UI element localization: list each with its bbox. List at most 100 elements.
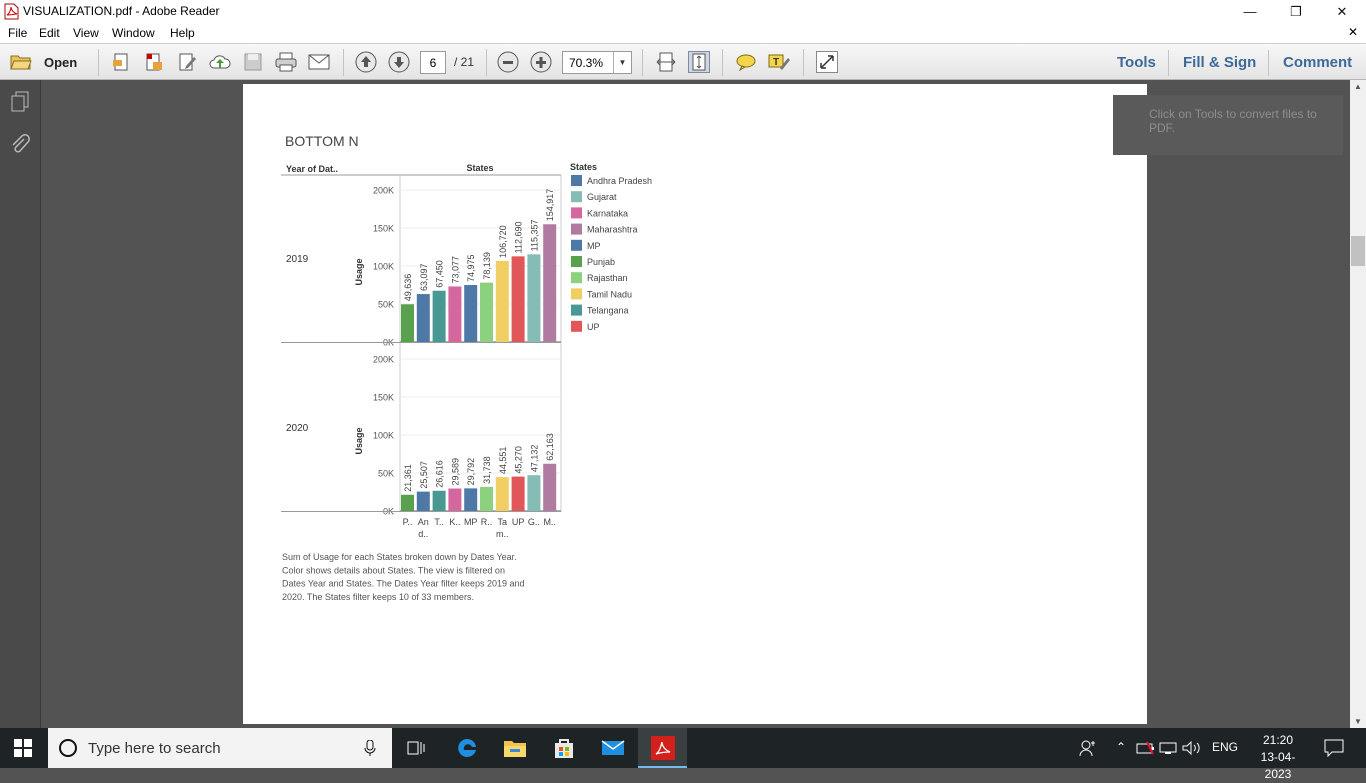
page-number-input[interactable]: 6	[420, 51, 446, 74]
scroll-down-icon[interactable]: ▼	[1354, 717, 1362, 726]
edge-browser-icon[interactable]	[455, 736, 479, 760]
upload-cloud-icon[interactable]	[209, 51, 231, 73]
close-button[interactable]: ✕	[1319, 0, 1365, 23]
windows-start-icon[interactable]	[14, 739, 32, 757]
zoom-in-icon[interactable]	[530, 51, 552, 73]
fill-sign-link[interactable]: Fill & Sign	[1183, 54, 1257, 71]
language-indicator[interactable]: ENG	[1212, 740, 1239, 754]
bar-2020-0	[401, 494, 414, 511]
legend-item: Punjab	[587, 257, 615, 267]
save-icon[interactable]	[242, 51, 264, 73]
bar-value-label: 106,720	[498, 225, 508, 258]
legend-swatch	[571, 191, 582, 203]
zoom-out-icon[interactable]	[497, 51, 519, 73]
email-icon[interactable]	[308, 51, 330, 73]
legend-item: Maharashtra	[587, 225, 638, 235]
restore-button[interactable]: ❐	[1273, 0, 1319, 23]
menu-help[interactable]: Help	[170, 26, 195, 40]
menu-window[interactable]: Window	[112, 26, 155, 40]
previous-page-icon[interactable]	[355, 51, 377, 73]
vertical-scrollbar[interactable]: ▲ ▼	[1350, 80, 1366, 728]
bar-value-label: 29,792	[466, 458, 476, 486]
toolbar-separator	[722, 49, 723, 76]
volume-speaker-icon[interactable]	[1182, 738, 1202, 758]
close-document-icon[interactable]: ✕	[1347, 25, 1358, 39]
y-tick-label: 200K	[373, 355, 394, 365]
menu-file[interactable]: File	[8, 26, 28, 40]
menu-view[interactable]: View	[73, 26, 99, 40]
fit-page-icon[interactable]	[688, 51, 710, 73]
toolbar-separator	[803, 49, 804, 76]
bottom-n-chart: BOTTOM N Year of Dat.. States 2019 Usage 200K…	[281, 133, 652, 602]
legend-swatch	[571, 304, 582, 316]
system-clock[interactable]: 21:20 13-04-2023	[1248, 732, 1308, 783]
attachments-paperclip-icon[interactable]	[9, 133, 31, 155]
notifications-icon[interactable]	[1322, 736, 1346, 760]
tools-link[interactable]: Tools	[1117, 54, 1156, 71]
minimize-button[interactable]: —	[1227, 0, 1273, 23]
people-icon[interactable]	[1076, 736, 1100, 760]
bar-2020-2	[432, 490, 446, 511]
bar-value-label: 25,507	[419, 461, 429, 489]
legend-swatch	[571, 272, 582, 284]
network-icon[interactable]	[1158, 738, 1178, 758]
window-title: VISUALIZATION.pdf - Adobe Reader	[23, 4, 220, 18]
pdf-document-icon[interactable]	[143, 51, 165, 73]
create-pdf-icon[interactable]	[110, 51, 132, 73]
bar-2019-8	[527, 254, 541, 342]
y-tick-label: 150K	[373, 224, 394, 234]
battery-charging-icon[interactable]	[1136, 738, 1156, 758]
page-thumbnails-icon[interactable]	[9, 90, 31, 112]
scrollbar-thumb[interactable]	[1351, 236, 1365, 266]
bar-value-label: 154,917	[545, 189, 555, 222]
document-view[interactable]: BOTTOM N Year of Dat.. States 2019 Usage 200K…	[42, 80, 1350, 728]
toolbar-separator	[486, 49, 487, 76]
show-hidden-icons-chevron-icon[interactable]: ⌃	[1116, 740, 1127, 754]
legend-swatch	[571, 175, 582, 186]
bar-value-label: 74,975	[466, 254, 476, 282]
menu-edit[interactable]: Edit	[39, 26, 60, 40]
y-tick-label: 50K	[378, 300, 394, 310]
x-axis-label: K..	[449, 517, 460, 527]
y-tick-label: 50K	[378, 469, 394, 479]
print-icon[interactable]	[275, 51, 297, 73]
x-axis-label: Ta	[498, 517, 508, 527]
x-axis-label: T..	[434, 517, 444, 527]
bar-2019-0	[401, 304, 414, 342]
y-tick-label: 150K	[373, 393, 394, 403]
fit-width-icon[interactable]	[655, 51, 677, 73]
chart-title: BOTTOM N	[285, 133, 359, 149]
file-explorer-icon[interactable]	[503, 736, 527, 760]
legend-swatch	[571, 256, 582, 267]
search-icon	[59, 739, 77, 757]
scroll-up-icon[interactable]: ▲	[1354, 82, 1362, 91]
y-axis-title: Usage	[354, 258, 364, 285]
comment-bubble-icon[interactable]	[735, 51, 757, 73]
next-page-icon[interactable]	[388, 51, 410, 73]
bar-2019-2	[432, 290, 446, 342]
taskbar: Type here to search ⌃ ENG 21:20 13-04-20…	[0, 728, 1366, 781]
x-axis-label: m..	[496, 529, 509, 539]
edit-document-icon[interactable]	[176, 51, 198, 73]
mail-icon[interactable]	[601, 736, 625, 760]
taskbar-search-box[interactable]: Type here to search	[48, 728, 392, 768]
legend-swatch	[571, 320, 582, 332]
open-button[interactable]: Open	[44, 55, 78, 70]
bar-2019-7	[511, 256, 525, 342]
bar-2020-8	[527, 475, 541, 511]
store-bag-icon[interactable]	[552, 736, 576, 760]
y-tick-label: 100K	[373, 262, 394, 272]
task-view-icon[interactable]	[404, 736, 428, 760]
chart-caption: Sum of Usage for each States broken down…	[282, 552, 517, 562]
chevron-down-icon[interactable]: ▼	[613, 52, 631, 73]
highlight-text-icon[interactable]: T	[768, 51, 790, 73]
full-screen-icon[interactable]	[816, 51, 838, 73]
microphone-icon[interactable]	[364, 740, 376, 757]
open-folder-icon[interactable]	[10, 51, 32, 73]
toolbar-separator	[343, 49, 344, 76]
active-app-highlight[interactable]	[638, 728, 687, 768]
clock-time: 21:20	[1262, 733, 1294, 747]
zoom-select[interactable]: 70.3% ▼	[562, 51, 632, 74]
x-axis-label: M..	[543, 517, 556, 527]
comment-link[interactable]: Comment	[1283, 54, 1353, 71]
